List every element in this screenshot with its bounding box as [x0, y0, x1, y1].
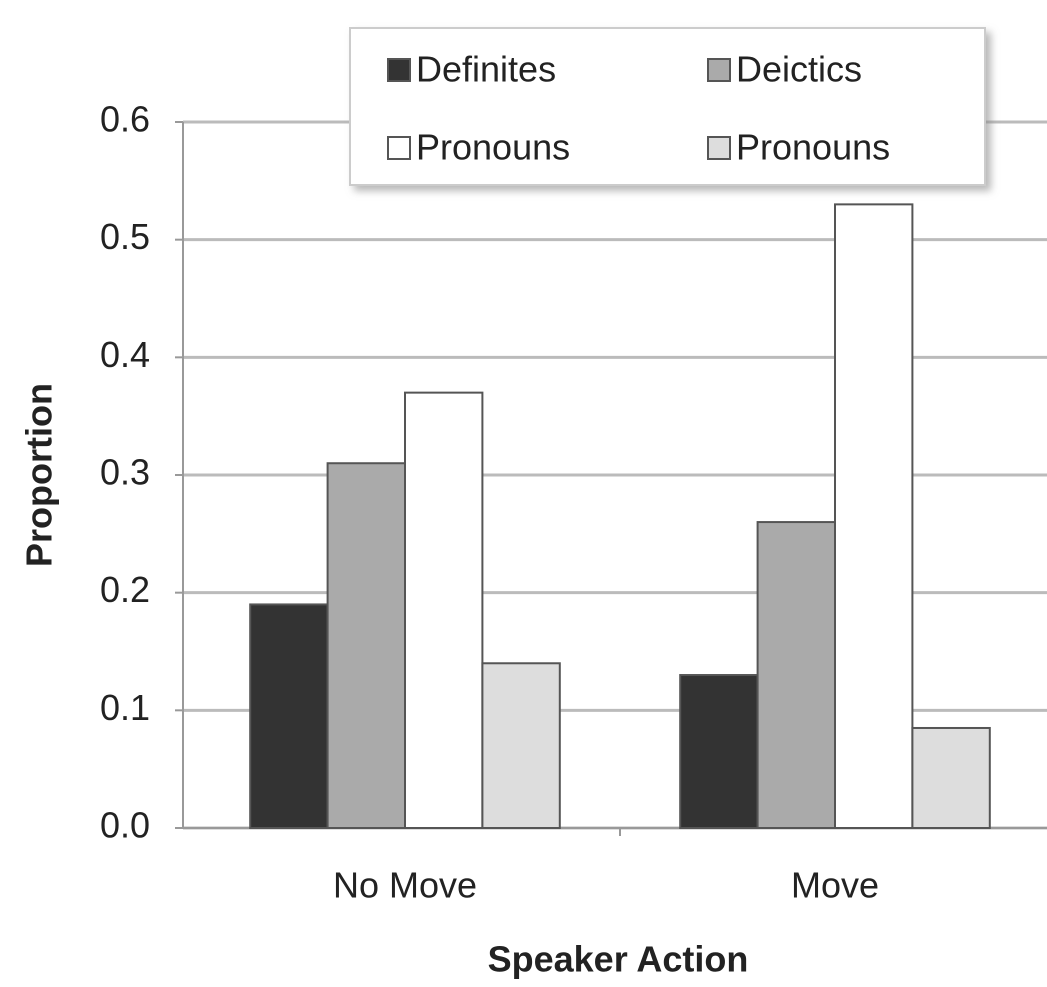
x-axis-title: Speaker Action [488, 939, 749, 980]
legend-swatch [387, 136, 411, 160]
legend-label: Deictics [736, 49, 862, 90]
legend-label: Pronouns [736, 127, 890, 168]
bar [481, 662, 561, 829]
y-tick-label: 0.3 [100, 452, 150, 493]
legend-swatch [707, 136, 731, 160]
y-tick-label: 0.1 [100, 687, 150, 728]
bar [326, 462, 407, 829]
y-tick-label: 0.5 [100, 216, 150, 257]
legend-swatch [707, 58, 731, 82]
bar [911, 726, 991, 830]
bar [756, 521, 836, 829]
legend-label: Definites [416, 49, 556, 90]
legend-box [349, 27, 986, 186]
y-tick-label: 0.0 [100, 805, 150, 846]
legend-swatch [387, 58, 411, 82]
bar [249, 603, 329, 830]
y-axis-title: Proportion [19, 383, 60, 567]
bar [679, 674, 759, 829]
y-tick-label: 0.4 [100, 334, 150, 375]
x-tick-label: No Move [333, 865, 477, 906]
y-tick-label: 0.2 [100, 569, 150, 610]
y-tick-label: 0.6 [100, 99, 150, 140]
x-tick-label: Move [791, 865, 879, 906]
bar [404, 391, 484, 829]
legend-label: Pronouns [416, 127, 570, 168]
bar [834, 203, 914, 830]
